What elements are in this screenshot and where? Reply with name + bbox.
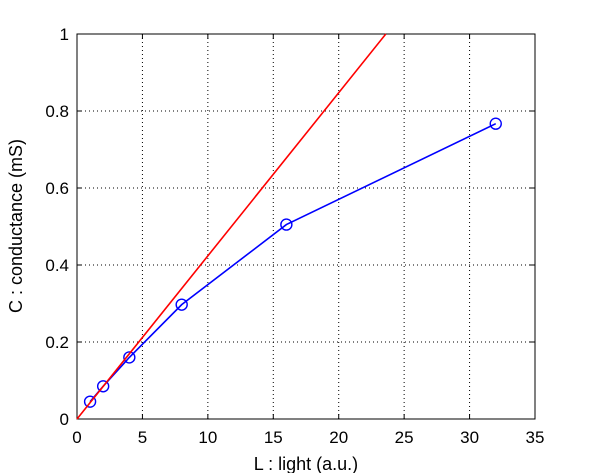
data-point bbox=[96, 380, 110, 393]
plot-background bbox=[77, 34, 535, 419]
y-tick-label: 0.8 bbox=[45, 102, 69, 121]
x-tick-label: 30 bbox=[460, 428, 479, 447]
y-tick-label: 0.4 bbox=[45, 256, 69, 275]
y-tick-label: 1 bbox=[60, 25, 69, 44]
axes bbox=[76, 33, 536, 420]
grid bbox=[77, 34, 535, 419]
tick-labels: 0 5 10 15 20 25 30 35 0 0.2 0.4 0.6 0.8 1 bbox=[45, 25, 544, 447]
data-point bbox=[280, 218, 293, 231]
data-point bbox=[83, 395, 97, 408]
x-tick-label: 15 bbox=[264, 428, 283, 447]
x-tick-label: 10 bbox=[198, 428, 217, 447]
x-tick-label: 5 bbox=[138, 428, 147, 447]
data-point bbox=[123, 351, 136, 364]
x-tick-label: 35 bbox=[526, 428, 545, 447]
y-tick-label: 0.6 bbox=[45, 179, 69, 198]
series-layer bbox=[76, 33, 502, 420]
y-tick-label: 0 bbox=[60, 410, 69, 429]
y-tick-label: 0.2 bbox=[45, 333, 69, 352]
x-tick-label: 0 bbox=[72, 428, 81, 447]
y-axis-label: C : conductance (mS) bbox=[6, 139, 26, 313]
x-axis-label: L : light (a.u.) bbox=[254, 454, 358, 473]
axes-box bbox=[76, 33, 536, 420]
x-tick-label: 20 bbox=[329, 428, 348, 447]
data-point bbox=[175, 298, 188, 311]
x-tick-label: 25 bbox=[395, 428, 414, 447]
data-point bbox=[489, 117, 502, 130]
series-line-1 bbox=[76, 33, 387, 420]
